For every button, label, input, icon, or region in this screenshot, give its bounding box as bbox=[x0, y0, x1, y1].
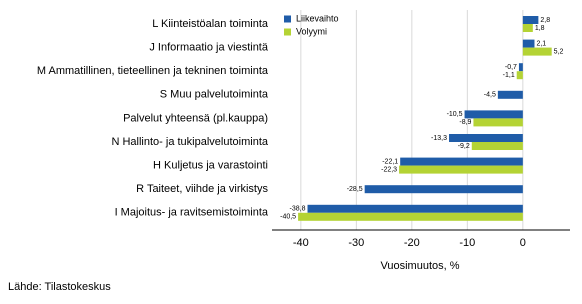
value-label: 1,8 bbox=[535, 25, 545, 32]
y-tick-label: M Ammatillinen, tieteellinen ja tekninen… bbox=[37, 65, 269, 77]
value-label: -10,5 bbox=[447, 111, 463, 118]
bar bbox=[464, 110, 523, 119]
y-tick-label: J Informaatio ja viestintä bbox=[149, 42, 268, 54]
y-tick-label: H Kuljetus ja varastointi bbox=[153, 160, 268, 172]
value-label: -28,5 bbox=[347, 186, 363, 193]
value-label: -4,5 bbox=[484, 92, 496, 99]
y-tick-label: I Majoitus- ja ravitsemistoiminta bbox=[115, 207, 269, 219]
source: Lähde: Tilastokeskus bbox=[8, 281, 111, 293]
bar bbox=[522, 24, 533, 32]
y-tick-label: S Muu palvelutoiminta bbox=[160, 89, 269, 101]
x-tick-label: -30 bbox=[348, 237, 364, 249]
legend-swatch bbox=[284, 15, 291, 23]
value-label: -8,9 bbox=[459, 119, 471, 126]
legend-swatch bbox=[284, 28, 291, 36]
x-tick-label: -40 bbox=[293, 237, 309, 249]
x-tick-label: -10 bbox=[459, 237, 475, 249]
bar bbox=[471, 142, 523, 150]
x-axis-label: Vuosimuutos, % bbox=[380, 260, 459, 272]
bar bbox=[522, 16, 539, 24]
value-label: 2,8 bbox=[540, 17, 550, 24]
legend-label: Volyymi bbox=[296, 26, 327, 36]
bar bbox=[399, 165, 523, 174]
value-label: -1,1 bbox=[503, 72, 515, 79]
value-label: -9,2 bbox=[458, 143, 470, 150]
bar bbox=[449, 134, 523, 142]
bar bbox=[400, 157, 523, 166]
bar bbox=[473, 118, 523, 127]
bar bbox=[516, 71, 523, 80]
bar bbox=[518, 63, 523, 72]
value-label: -22,1 bbox=[382, 158, 398, 165]
bar bbox=[497, 90, 523, 99]
value-label: -38,8 bbox=[290, 206, 306, 213]
value-label: -0,7 bbox=[505, 64, 517, 71]
bar bbox=[298, 212, 523, 221]
value-label: -40,5 bbox=[280, 214, 296, 221]
y-tick-label: Palvelut yhteensä (pl.kauppa) bbox=[123, 112, 268, 124]
legend-label: Liikevaihto bbox=[296, 13, 339, 23]
y-tick-label: R Taiteet, viihde ja virkistys bbox=[136, 183, 268, 195]
value-label: 2,1 bbox=[536, 40, 546, 47]
x-tick-label: 0 bbox=[520, 237, 526, 249]
bar bbox=[364, 185, 523, 194]
bar bbox=[522, 47, 552, 56]
bar bbox=[307, 204, 523, 213]
y-tick-label: N Hallinto- ja tukipalvelutoiminta bbox=[111, 136, 268, 148]
value-label: -22,3 bbox=[381, 166, 397, 173]
bar bbox=[522, 39, 535, 48]
value-label: -13,3 bbox=[431, 135, 447, 142]
value-label: 5,2 bbox=[554, 48, 564, 55]
x-tick-label: -20 bbox=[404, 237, 420, 249]
y-tick-label: L Kiinteistöalan toiminta bbox=[152, 18, 269, 30]
